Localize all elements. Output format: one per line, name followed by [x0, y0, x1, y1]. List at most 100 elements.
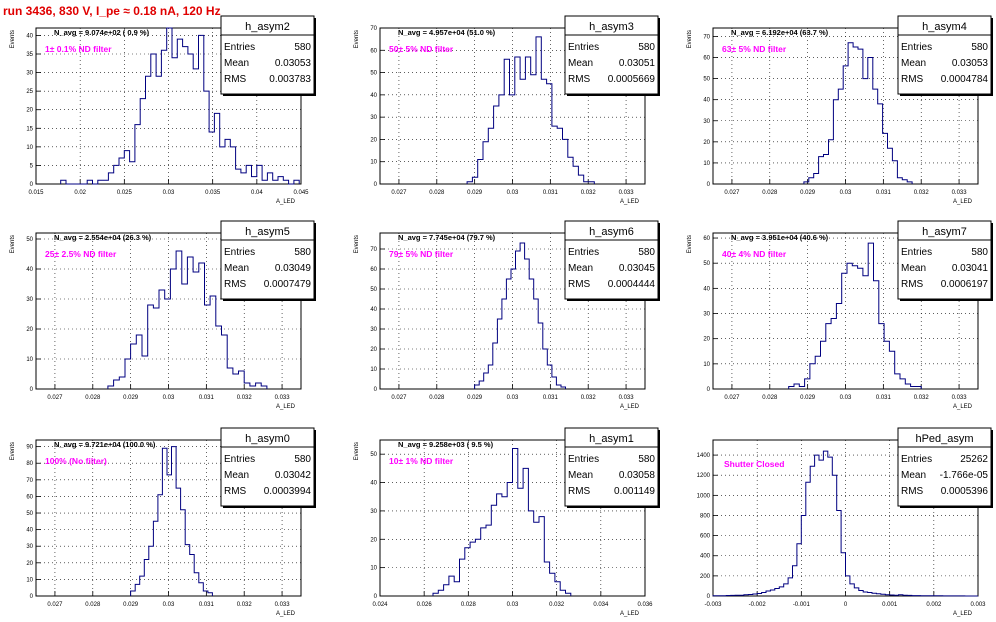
x-tick-label: 0.028: [461, 602, 477, 608]
y-tick-label: 30: [370, 509, 377, 515]
y-axis-label: Events: [10, 30, 16, 48]
stats-key-rms: RMS: [224, 74, 247, 85]
stats-value-entries: 580: [294, 247, 311, 258]
x-axis-label: A_LED: [953, 404, 973, 410]
histogram-grid: 0.015 0.02 0.025 0.03 0.035 0.04 0.045 0 5 10 15 20…: [10, 15, 993, 617]
histogram-panel-h_asym2: 0.015 0.02 0.025 0.03 0.035 0.04 0.045 0 5 10 15 20…: [10, 15, 316, 205]
y-tick-label: 15: [26, 126, 33, 132]
stats-value-rms: 0.001149: [614, 486, 655, 497]
y-tick-label: 0: [707, 594, 711, 600]
y-tick-label: 50: [370, 287, 377, 293]
y-tick-label: 40: [370, 481, 377, 487]
filter-label: 50± 5% ND filter: [389, 44, 454, 54]
x-tick-label: 0: [844, 602, 848, 608]
stats-box-shadow: [223, 94, 316, 96]
navg-label: N_avg = 3.951e+04 (40.6 %): [731, 233, 829, 242]
x-tick-label: 0.001: [882, 602, 898, 608]
stats-value-mean: 0.03058: [619, 470, 656, 481]
x-tick-label: 0.02: [74, 190, 86, 196]
stats-box-shadow: [567, 299, 660, 301]
x-tick-label: 0.03: [507, 602, 519, 608]
y-tick-label: 50: [370, 452, 377, 458]
x-tick-label: 0.024: [372, 602, 388, 608]
histogram-series: [803, 42, 913, 184]
stats-value-entries: 580: [638, 247, 655, 258]
x-tick-label: 0.032: [237, 602, 253, 608]
stats-value-entries: 580: [294, 42, 311, 53]
stats-value-mean: 0.03041: [952, 263, 989, 274]
x-axis-label: A_LED: [620, 404, 640, 410]
stats-key-entries: Entries: [568, 454, 599, 465]
stats-value-rms: 0.003783: [269, 74, 311, 85]
filter-label: 25± 2.5% ND filter: [45, 249, 117, 259]
y-tick-label: 0: [707, 387, 711, 393]
stats-key-rms: RMS: [568, 74, 591, 85]
stats-box-shadow: [900, 506, 993, 508]
x-tick-label: 0.033: [619, 190, 635, 196]
y-tick-label: 1400: [697, 453, 711, 459]
stats-value-entries: 25262: [960, 454, 988, 465]
stats-key-mean: Mean: [901, 470, 926, 481]
navg-label: N_avg = 6.192e+04 (63.7 %): [731, 28, 829, 37]
y-tick-label: 10: [26, 145, 33, 151]
x-tick-label: 0.03: [163, 602, 175, 608]
x-tick-label: 0.033: [275, 602, 291, 608]
stats-key-mean: Mean: [568, 263, 593, 274]
y-tick-label: 70: [370, 247, 377, 253]
stats-box-frame: [220, 427, 315, 507]
x-tick-label: 0.031: [199, 395, 215, 401]
stats-box-shadow: [900, 299, 993, 301]
stats-value-entries: 580: [971, 42, 988, 53]
navg-label: N_avg = 7.745e+04 (79.7 %): [398, 233, 496, 242]
x-axis-label: A_LED: [620, 199, 640, 205]
y-tick-label: 50: [26, 237, 33, 243]
y-tick-label: 0: [374, 387, 378, 393]
histogram-series: [712, 450, 978, 597]
y-tick-label: 0: [30, 594, 34, 600]
y-tick-label: 60: [370, 267, 377, 273]
y-tick-label: 0: [30, 387, 34, 393]
filter-label: 79± 5% ND filter: [389, 249, 454, 259]
stats-value-rms: 0.0006197: [941, 279, 989, 290]
stats-key-mean: Mean: [901, 58, 926, 69]
y-axis-label: Events: [10, 442, 16, 460]
y-tick-label: 40: [703, 98, 710, 104]
x-tick-label: 0.031: [543, 190, 559, 196]
stats-key-rms: RMS: [901, 74, 924, 85]
y-tick-label: 70: [370, 26, 377, 32]
filter-label: 100% (No filter): [45, 456, 107, 466]
y-axis-label: Events: [354, 30, 360, 48]
stats-box-frame: [564, 427, 659, 507]
x-tick-label: 0.03: [840, 395, 852, 401]
y-tick-label: 40: [26, 528, 33, 534]
histogram-name: h_asym0: [245, 433, 290, 445]
stats-key-entries: Entries: [901, 247, 932, 258]
histogram-panel-h_asym7: 0.027 0.028 0.029 0.03 0.031 0.032 0.033 0 10 20 3…: [687, 220, 993, 410]
stats-key-mean: Mean: [901, 263, 926, 274]
stats-value-entries: 580: [638, 454, 655, 465]
stats-box-frame: [897, 15, 992, 95]
y-tick-label: 30: [370, 327, 377, 333]
histogram-name: h_asym5: [245, 226, 290, 238]
y-tick-label: 40: [370, 307, 377, 313]
histogram-name: hPed_asym: [915, 433, 973, 445]
y-tick-label: 60: [703, 236, 710, 242]
x-tick-label: 0.027: [47, 395, 63, 401]
y-tick-label: 40: [370, 93, 377, 99]
x-tick-label: 0.029: [800, 395, 816, 401]
y-tick-label: 25: [26, 89, 33, 95]
x-tick-label: 0.031: [199, 602, 215, 608]
filter-label: 10± 1% ND filter: [389, 456, 454, 466]
stats-box: h_asym6 Entries 580 Mean 0.03045 RMS 0.0004444: [564, 220, 660, 301]
stats-value-rms: 0.0004444: [608, 279, 656, 290]
y-tick-label: 20: [26, 108, 33, 114]
histogram-name: h_asym6: [589, 226, 634, 238]
y-tick-label: 50: [26, 511, 33, 517]
x-tick-label: 0.045: [293, 190, 309, 196]
stats-box-shadow: [567, 506, 660, 508]
y-tick-label: 80: [26, 461, 33, 467]
histogram-panel-h_asym4: 0.027 0.028 0.029 0.03 0.031 0.032 0.033 0 10 20 3…: [687, 15, 993, 205]
histogram-name: h_asym4: [922, 21, 967, 33]
x-tick-label: 0.03: [507, 395, 519, 401]
x-axis-label: A_LED: [276, 199, 296, 205]
